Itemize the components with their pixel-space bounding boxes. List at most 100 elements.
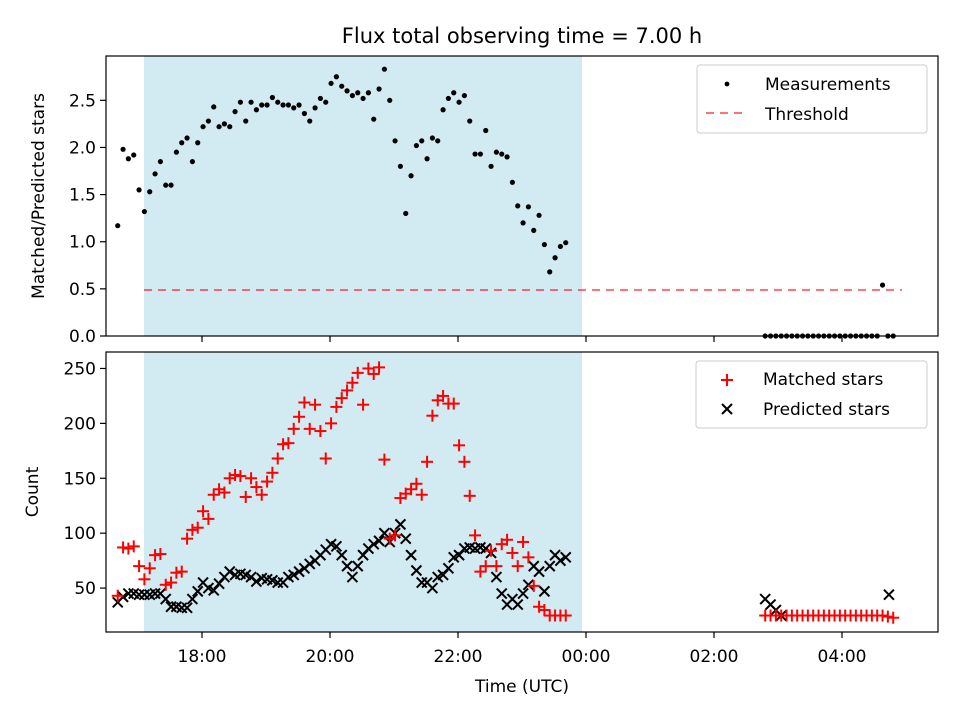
predicted-point — [517, 587, 529, 600]
matched-point — [876, 609, 889, 622]
measurement-point — [477, 151, 483, 157]
matched-point — [159, 578, 172, 591]
measurement-point — [472, 151, 478, 157]
measurement-point — [243, 118, 249, 124]
measurement-point — [195, 140, 201, 146]
matched-point — [405, 483, 418, 496]
predicted-point — [394, 518, 407, 531]
measurement-point — [216, 124, 222, 130]
predicted-point — [336, 549, 348, 561]
predicted-point — [512, 598, 524, 611]
measurement-point — [280, 102, 286, 108]
matched-point — [559, 609, 572, 622]
measurement-point — [131, 152, 137, 158]
matched-point — [351, 366, 364, 379]
predicted-point — [538, 585, 551, 598]
measurement-point — [371, 116, 377, 122]
measurement-point — [440, 107, 446, 113]
matched-point — [415, 488, 428, 501]
matched-point — [207, 488, 220, 501]
measurement-point — [205, 118, 211, 124]
y-tick-label: 0.5 — [69, 280, 96, 300]
matched-point — [309, 398, 322, 411]
measurement-point — [552, 255, 558, 261]
measurement-point — [483, 127, 489, 134]
matched-point — [234, 470, 247, 483]
measurement-point — [285, 102, 291, 108]
measurement-point — [157, 158, 163, 165]
matched-points — [111, 361, 900, 624]
predicted-point — [181, 602, 193, 614]
matched-point — [277, 438, 290, 451]
matched-point — [357, 398, 370, 411]
predicted-point — [544, 560, 556, 572]
measurement-point — [264, 102, 270, 108]
matched-point — [186, 523, 199, 536]
measurement-point — [429, 135, 435, 141]
predicted-point — [117, 591, 129, 603]
matched-point — [330, 400, 343, 413]
measurement-point — [531, 227, 537, 234]
measurement-point — [355, 90, 361, 96]
chart-title: Flux total observing time = 7.00 h — [342, 24, 702, 48]
measurement-point — [189, 158, 195, 165]
top-y-axis: 0.0 0.5 1.0 1.5 2.0 2.5 — [69, 91, 106, 347]
matched-point — [170, 566, 183, 579]
measurement-points — [115, 66, 896, 339]
predicted-point — [373, 535, 385, 547]
measurement-point — [317, 95, 323, 102]
predicted-point — [186, 593, 199, 605]
matched-point — [255, 488, 268, 501]
y-tick-label: 1.5 — [69, 186, 96, 206]
measurement-point — [515, 203, 521, 209]
measurement-point — [275, 99, 281, 105]
predicted-points — [112, 518, 895, 622]
matched-point — [111, 589, 124, 602]
measurement-point — [419, 138, 425, 144]
matched-point — [127, 540, 140, 553]
measurement-point — [227, 124, 233, 130]
measurement-point — [333, 74, 339, 80]
x-tick-label: 04:00 — [818, 647, 867, 667]
matched-point — [479, 560, 492, 573]
measurement-point — [291, 105, 297, 111]
matched-point — [325, 417, 338, 430]
predicted-point — [304, 558, 316, 570]
measurement-point — [541, 241, 548, 248]
measurement-point — [467, 118, 473, 124]
y-tick-label: 50 — [74, 579, 96, 599]
matched-point — [239, 490, 252, 503]
bottom-legend: Matched stars Predicted stars — [695, 360, 928, 429]
matched-point — [133, 560, 146, 573]
predicted-point — [368, 538, 380, 550]
measurement-point — [424, 156, 430, 162]
bottom-legend-box — [695, 360, 928, 429]
matched-point — [522, 551, 535, 564]
matched-point — [501, 533, 514, 546]
predicted-point — [288, 569, 300, 581]
matched-point — [426, 409, 439, 422]
predicted-point — [400, 532, 412, 545]
measurement-point — [445, 95, 451, 102]
matched-point — [154, 548, 167, 561]
measurement-point — [344, 88, 350, 94]
predicted-point — [496, 587, 508, 600]
measurement-point — [435, 138, 441, 144]
matched-point — [458, 455, 471, 468]
matched-point — [293, 410, 306, 423]
matched-point — [218, 486, 231, 499]
matched-point — [287, 422, 300, 435]
matched-point — [245, 472, 258, 485]
measurement-point — [152, 171, 158, 177]
measurement-point — [253, 107, 259, 113]
matched-point — [538, 604, 551, 617]
legend-measurements-marker — [724, 81, 730, 87]
measurement-point — [179, 140, 185, 146]
x-axis-label: Time (UTC) — [474, 677, 569, 697]
matched-point — [335, 392, 348, 405]
matched-point — [389, 529, 402, 542]
measurement-point — [520, 220, 526, 226]
matched-point — [447, 397, 460, 410]
measurement-point — [259, 102, 265, 108]
